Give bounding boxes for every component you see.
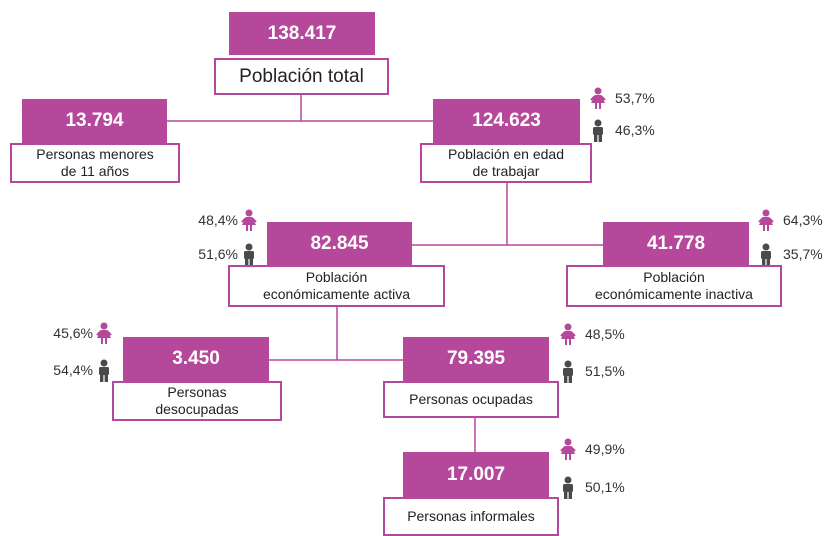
female-icon <box>560 323 576 345</box>
node-value: 82.845 <box>267 222 412 265</box>
female-icon <box>758 209 774 231</box>
male-percent: 46,3% <box>615 122 655 138</box>
male-percent: 51,5% <box>585 363 625 379</box>
female-percent: 48,4% <box>198 212 238 228</box>
node-label: Personas menores de 11 años <box>10 143 180 183</box>
female-icon <box>590 87 606 109</box>
node-value: 3.450 <box>123 337 269 381</box>
male-icon <box>99 359 109 382</box>
node-label: Población económicamente activa <box>228 265 445 307</box>
label-line: desocupadas <box>155 401 239 417</box>
label-line: económicamente activa <box>262 286 411 302</box>
label-line: económicamente inactiva <box>595 286 753 302</box>
female-percent: 48,5% <box>585 326 625 342</box>
node-label: Personas ocupadas <box>383 381 559 418</box>
male-percent: 50,1% <box>585 479 625 495</box>
node-value: 13.794 <box>22 99 167 143</box>
male-icon <box>563 360 573 383</box>
female-percent: 64,3% <box>783 212 823 228</box>
male-percent: 51,6% <box>198 246 238 262</box>
node-label: Población económicamente inactiva <box>566 265 782 307</box>
node-value: 41.778 <box>603 222 749 265</box>
label-line: Personas <box>167 384 227 400</box>
male-icon <box>593 119 603 142</box>
label-line: Población en edad <box>448 146 564 162</box>
node-value: 124.623 <box>433 99 580 143</box>
male-percent: 54,4% <box>53 362 93 378</box>
male-icon <box>761 243 771 266</box>
label-line: Personas ocupadas <box>409 391 533 407</box>
node-label: Personas desocupadas <box>112 381 282 421</box>
male-icon <box>244 243 254 266</box>
female-percent: 53,7% <box>615 90 655 106</box>
node-value: 79.395 <box>403 337 549 381</box>
label-line: de trabajar <box>472 163 540 179</box>
female-percent: 49,9% <box>585 441 625 457</box>
female-icon <box>560 438 576 460</box>
female-percent: 45,6% <box>53 325 93 341</box>
node-value: 138.417 <box>229 12 375 55</box>
node-value: 17.007 <box>403 452 549 497</box>
label-line: Población <box>643 269 705 285</box>
node-label: Población total <box>214 58 389 95</box>
label-line: Personas menores <box>36 146 154 162</box>
node-label: Población en edad de trabajar <box>420 143 592 183</box>
label-line: Personas informales <box>407 508 535 524</box>
male-icon <box>563 476 573 499</box>
male-percent: 35,7% <box>783 246 823 262</box>
node-label: Personas informales <box>383 497 559 536</box>
female-icon <box>241 209 257 231</box>
label-line: de 11 años <box>60 163 130 179</box>
female-icon <box>96 322 112 344</box>
label-line: Población total <box>239 66 364 87</box>
label-line: Población <box>305 269 368 285</box>
